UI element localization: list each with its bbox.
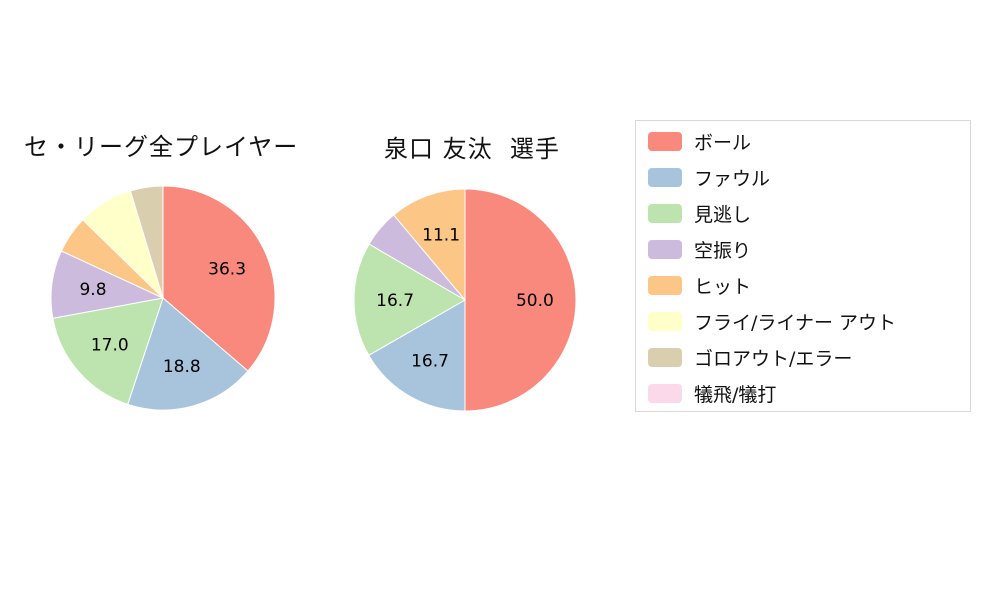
pie-slice — [393, 188, 466, 302]
pie-value-label: 50.0 — [516, 291, 554, 311]
legend-item: ファウル — [636, 159, 970, 195]
pie-value-label: 16.7 — [411, 352, 449, 372]
legend-item-label: ゴロアウト/エラー — [694, 347, 853, 370]
legend-item-label: 見逃し — [694, 203, 752, 226]
pie-value-label: 9.8 — [79, 280, 106, 300]
legend-swatch — [648, 311, 682, 331]
pie-value-label: 16.7 — [376, 291, 414, 311]
legend-item: 空振り — [636, 231, 970, 267]
pie-slice — [129, 185, 164, 299]
legend-item: ヒット — [636, 267, 970, 303]
legend-item-label: ヒット — [694, 275, 752, 298]
legend-item-label: ファウル — [694, 167, 771, 190]
legend-item: ゴロアウト/エラー — [636, 339, 970, 375]
legend-swatch — [648, 383, 682, 403]
pie-value-label: 17.0 — [91, 335, 129, 355]
legend-swatch — [648, 347, 682, 367]
pie-chart-left: 36.3 18.8 17.0 9.8 — [50, 185, 276, 411]
legend-item-label: 犠飛/犠打 — [694, 383, 777, 406]
legend-item: ボール — [636, 123, 970, 159]
left-chart-title: セ・リーグ全プレイヤー — [24, 133, 299, 161]
legend-item: 見逃し — [636, 195, 970, 231]
legend-item: 犠飛/犠打 — [636, 375, 970, 411]
legend-swatch — [648, 239, 682, 259]
pie-slice — [52, 297, 164, 405]
right-chart-title: 泉口 友汰 選手 — [384, 135, 560, 163]
legend-item: フライ/ライナー アウト — [636, 303, 970, 339]
pie-slice — [162, 185, 276, 372]
legend-swatch — [648, 167, 682, 187]
pie-value-label: 36.3 — [208, 260, 246, 280]
legend-swatch — [648, 275, 682, 295]
pie-value-label: 11.1 — [422, 225, 460, 245]
pie-slice — [464, 188, 577, 412]
legend: ボールファウル見逃し空振りヒットフライ/ライナー アウト ゴロアウト/エラー 犠飛/… — [635, 120, 971, 412]
legend-item-label: ボール — [694, 131, 752, 154]
pie-slice — [368, 299, 466, 412]
legend-swatch — [648, 131, 682, 151]
pie-slice — [127, 297, 249, 411]
legend-item-label: 空振り — [694, 239, 752, 262]
pie-slice — [353, 243, 466, 356]
legend-swatch — [648, 203, 682, 223]
pie-value-label: 18.8 — [163, 357, 201, 377]
legend-item-label: フライ/ライナー アウト — [694, 311, 897, 334]
pie-chart-right: 50.0 16.7 16.7 11.1 — [353, 188, 577, 412]
